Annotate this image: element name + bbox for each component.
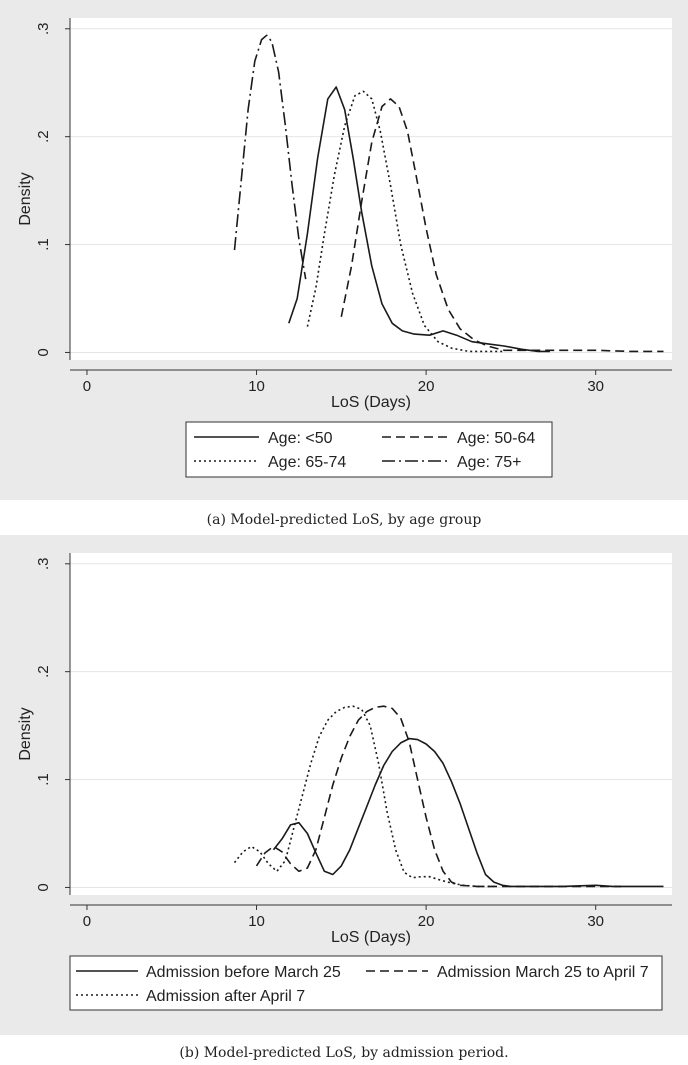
y-tick-label: 0 — [35, 348, 52, 356]
x-axis-title: LoS (Days) — [331, 929, 411, 946]
y-tick-label: .1 — [35, 238, 52, 251]
x-tick-label: 20 — [418, 378, 435, 395]
y-tick-label: .3 — [35, 558, 52, 571]
series-line-1 — [340, 98, 664, 353]
y-tick-label: .1 — [35, 773, 52, 786]
y-tick-label: .2 — [35, 130, 52, 143]
y-axis-title: Density — [17, 172, 34, 225]
series-line-1 — [255, 705, 622, 888]
legend-label: Admission March 25 to April 7 — [437, 964, 649, 981]
y-tick-label: .2 — [35, 665, 52, 678]
x-tick-label: 10 — [248, 913, 265, 930]
series-line-0 — [288, 86, 550, 353]
y-tick-label: .3 — [35, 23, 52, 36]
x-tick-label: 30 — [587, 913, 604, 930]
x-tick-label: 20 — [418, 913, 435, 930]
legend-label: Age: 50-64 — [457, 430, 535, 447]
legend-label: Age: 65-74 — [268, 454, 346, 471]
legend-label: Admission before March 25 — [146, 964, 341, 981]
series-line-2 — [233, 705, 494, 888]
plot-area — [70, 553, 672, 895]
caption-a: (a) Model-predicted LoS, by age group — [206, 512, 482, 528]
admission-period-density-chart: 0 .1 .2 .3 0 10 20 30 LoS (Days) Density Admission… — [17, 553, 672, 1011]
legend — [69, 955, 663, 1011]
y-tick-label: 0 — [35, 883, 52, 891]
chart-panel-a: 0 .1 .2 .3 0 10 20 30 LoS (Days) Density Age: <50 A… — [0, 0, 688, 500]
x-tick-label: 10 — [248, 378, 265, 395]
x-tick-label: 30 — [587, 378, 604, 395]
x-tick-label: 0 — [83, 378, 91, 395]
legend-label: Age: <50 — [268, 430, 333, 447]
chart-panel-b: 0 .1 .2 .3 0 10 20 30 LoS (Days) Density Admission… — [0, 535, 688, 1035]
x-axis-title: LoS (Days) — [331, 394, 411, 411]
y-axis-title: Density — [17, 707, 34, 760]
legend-label: Age: 75+ — [457, 454, 522, 471]
age-group-density-chart: 0 .1 .2 .3 0 10 20 30 LoS (Days) Density Age: <50 A… — [17, 18, 672, 478]
plot-area — [70, 18, 672, 360]
x-tick-label: 0 — [83, 913, 91, 930]
legend-label: Admission after April 7 — [146, 988, 305, 1005]
legend — [185, 421, 553, 478]
caption-b: (b) Model-predicted LoS, by admission pe… — [179, 1045, 509, 1061]
